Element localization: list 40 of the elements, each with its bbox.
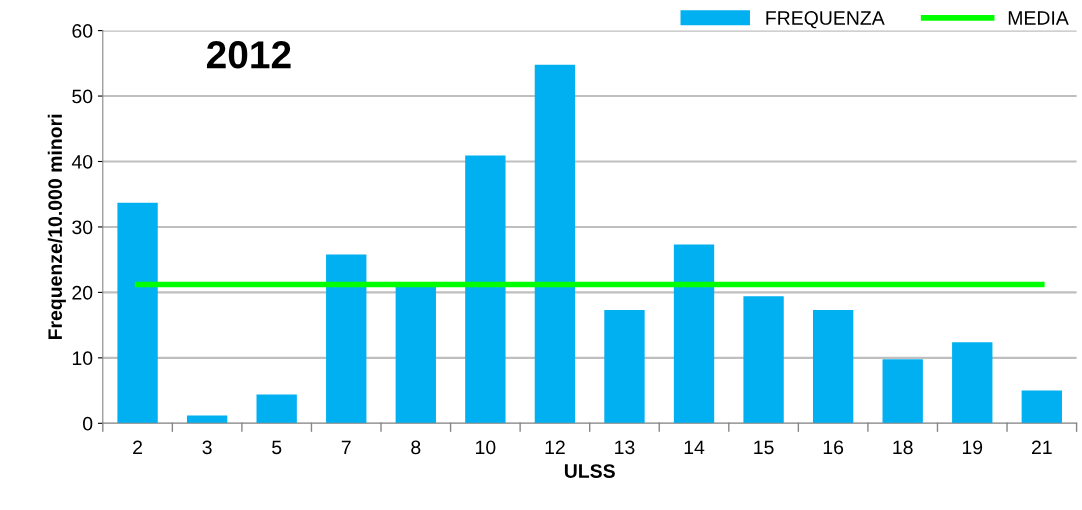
bar [882, 359, 923, 424]
x-tick-label: 3 [202, 440, 212, 455]
bar [117, 202, 158, 424]
y-tick-label: 60 [72, 24, 93, 38]
y-tick-label: 10 [72, 351, 93, 366]
x-tick-label: 15 [754, 440, 774, 455]
y-axis-title: Frequenze/10.000 minori [47, 114, 66, 340]
x-tick-label: 8 [411, 440, 421, 455]
x-tick-label: 16 [823, 440, 844, 455]
y-tick-label: 50 [72, 89, 93, 104]
x-tick-label: 21 [1031, 440, 1052, 455]
x-tick-label: 10 [476, 440, 496, 455]
bar [812, 310, 854, 424]
bar [186, 415, 228, 424]
x-tick-label: 12 [545, 440, 565, 455]
x-tick-label: 5 [272, 440, 282, 455]
y-tick-label: 30 [72, 220, 93, 235]
bar [465, 155, 506, 424]
bar [952, 342, 993, 424]
bar [326, 254, 367, 424]
x-tick-label: 14 [684, 440, 705, 455]
bar [743, 296, 784, 424]
x-tick-label: 2 [133, 440, 142, 455]
y-tick-label: 0 [83, 416, 93, 431]
bar [534, 64, 576, 424]
bar [673, 244, 715, 424]
x-tick-label: 7 [341, 440, 351, 455]
x-tick-label: 13 [615, 440, 635, 455]
bar [1021, 390, 1062, 424]
chart-title: 2012 [206, 40, 291, 69]
x-axis-title: ULSS [564, 464, 615, 478]
x-tick-label: 18 [893, 440, 913, 455]
bar [604, 310, 645, 424]
legend-label: MEDIA [1008, 11, 1069, 25]
bar [256, 394, 297, 424]
x-tick-label: 19 [962, 440, 983, 455]
bar [395, 286, 436, 424]
y-tick-label: 20 [72, 285, 93, 300]
y-tick-label: 40 [71, 154, 93, 169]
legend-label: FREQUENZA [766, 11, 885, 29]
